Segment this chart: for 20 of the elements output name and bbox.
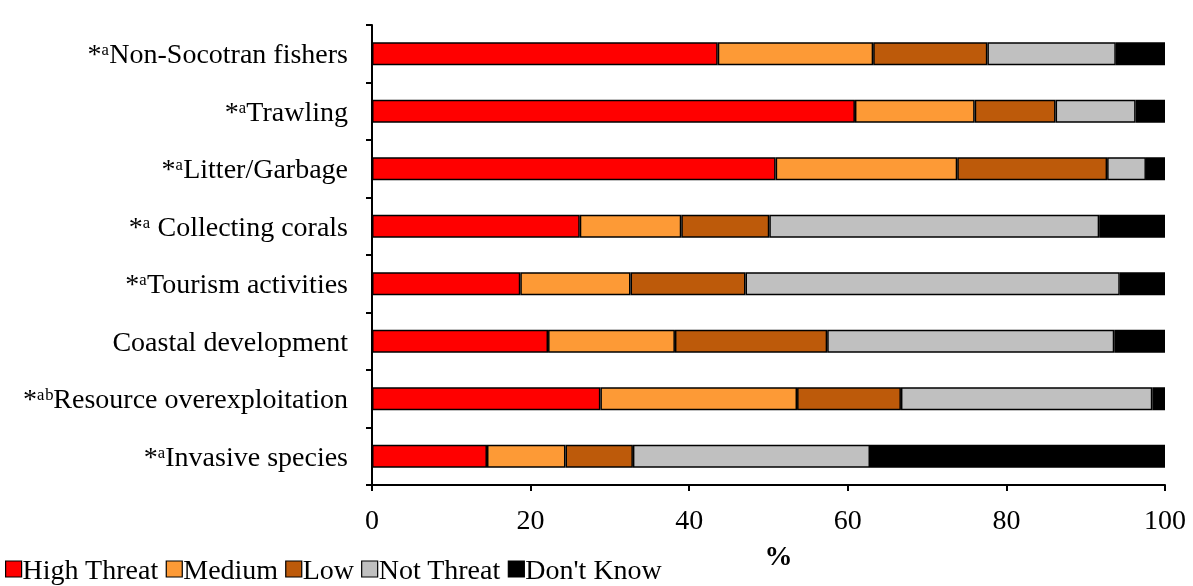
y-tick-label: *ᵃᵇResource overexploitation xyxy=(22,383,348,415)
legend-label: Medium xyxy=(183,553,279,585)
x-tick-label: 40 xyxy=(675,503,704,535)
legend-label: Don't Know xyxy=(525,553,663,585)
y-tick-label: Coastal development xyxy=(112,325,349,357)
x-axis-title: % xyxy=(764,539,793,571)
y-tick-label: *ᵃTourism activities xyxy=(125,268,348,300)
x-tick-label: 0 xyxy=(365,503,379,535)
y-tick-label: *ᵃ Collecting corals xyxy=(128,210,348,242)
x-tick-label: 20 xyxy=(516,503,545,535)
y-tick-label: *ᵃInvasive species xyxy=(143,440,348,472)
x-tick-label: 60 xyxy=(833,503,862,535)
y-tick-label: *ᵃTrawling xyxy=(224,95,348,127)
x-tick-label: 80 xyxy=(992,503,1021,535)
y-tick-label: *ᵃNon-Socotran fishers xyxy=(87,38,348,70)
legend-label: Low xyxy=(302,553,355,585)
legend-label: High Threat xyxy=(22,553,159,585)
y-tick-label: *ᵃLitter/Garbage xyxy=(161,153,348,185)
x-tick-label: 100 xyxy=(1144,503,1186,535)
legend-label: Not Threat xyxy=(378,553,501,585)
